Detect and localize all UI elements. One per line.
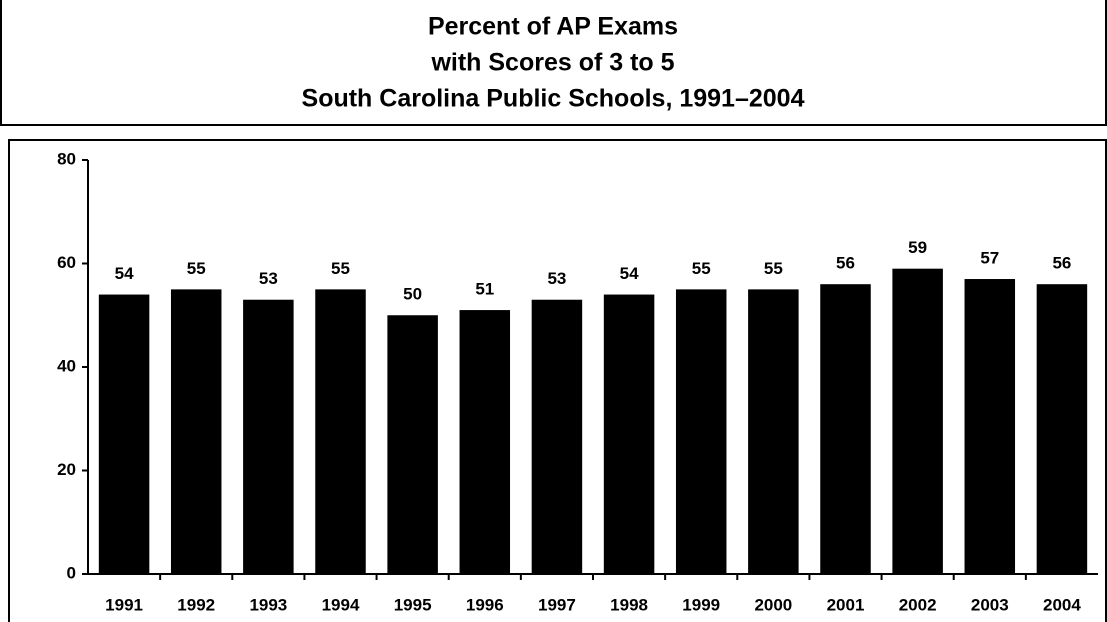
- y-tick-label: 40: [57, 356, 76, 375]
- data-label: 53: [259, 269, 278, 288]
- x-tick-label: 1997: [538, 595, 576, 614]
- x-tick-label: 1993: [249, 595, 287, 614]
- data-label: 53: [547, 269, 566, 288]
- data-label: 56: [836, 254, 855, 273]
- data-label: 55: [764, 259, 783, 278]
- y-tick-label: 60: [57, 253, 76, 272]
- y-tick-label: 80: [57, 149, 76, 168]
- bar: [459, 310, 511, 574]
- x-tick-label: 2001: [827, 595, 865, 614]
- bar: [170, 289, 222, 574]
- data-label: 54: [620, 264, 639, 283]
- bar: [603, 294, 655, 574]
- x-tick-label: 1999: [682, 595, 720, 614]
- x-tick-label: 1991: [105, 595, 143, 614]
- x-tick-label: 1994: [322, 595, 360, 614]
- data-label: 54: [115, 264, 134, 283]
- chart-title: with Scores of 3 to 5: [430, 49, 674, 77]
- bar: [964, 279, 1016, 574]
- x-tick-label: 2003: [971, 595, 1009, 614]
- bar: [1036, 284, 1088, 574]
- title-box: [0, 0, 1107, 126]
- y-tick-label: 0: [67, 563, 76, 582]
- x-tick-label: 2002: [899, 595, 937, 614]
- bar: [748, 289, 799, 574]
- x-tick-label: 1996: [466, 595, 504, 614]
- bar: [98, 294, 150, 574]
- x-tick-label: 2004: [1043, 595, 1081, 614]
- data-label: 57: [980, 249, 999, 268]
- data-label: 56: [1052, 254, 1071, 273]
- data-label: 55: [692, 259, 711, 278]
- bar: [531, 299, 583, 574]
- data-label: 55: [331, 259, 350, 278]
- data-label: 59: [908, 238, 927, 257]
- x-tick-label: 1995: [394, 595, 432, 614]
- x-tick-label: 2000: [754, 595, 792, 614]
- data-label: 50: [403, 285, 422, 304]
- y-tick-label: 20: [57, 460, 76, 479]
- x-tick-label: 1998: [610, 595, 648, 614]
- bar: [387, 315, 438, 574]
- bar: [315, 289, 366, 574]
- chart-title: South Carolina Public Schools, 1991–2004: [302, 85, 805, 113]
- data-label: 55: [187, 259, 206, 278]
- bar: [820, 284, 871, 574]
- chart-title: Percent of AP Exams: [428, 13, 678, 41]
- chart-frame: [8, 139, 1107, 622]
- bar: [243, 299, 294, 574]
- x-tick-label: 1992: [177, 595, 215, 614]
- bar: [675, 289, 727, 574]
- data-label: 51: [475, 280, 494, 299]
- bar: [892, 268, 943, 574]
